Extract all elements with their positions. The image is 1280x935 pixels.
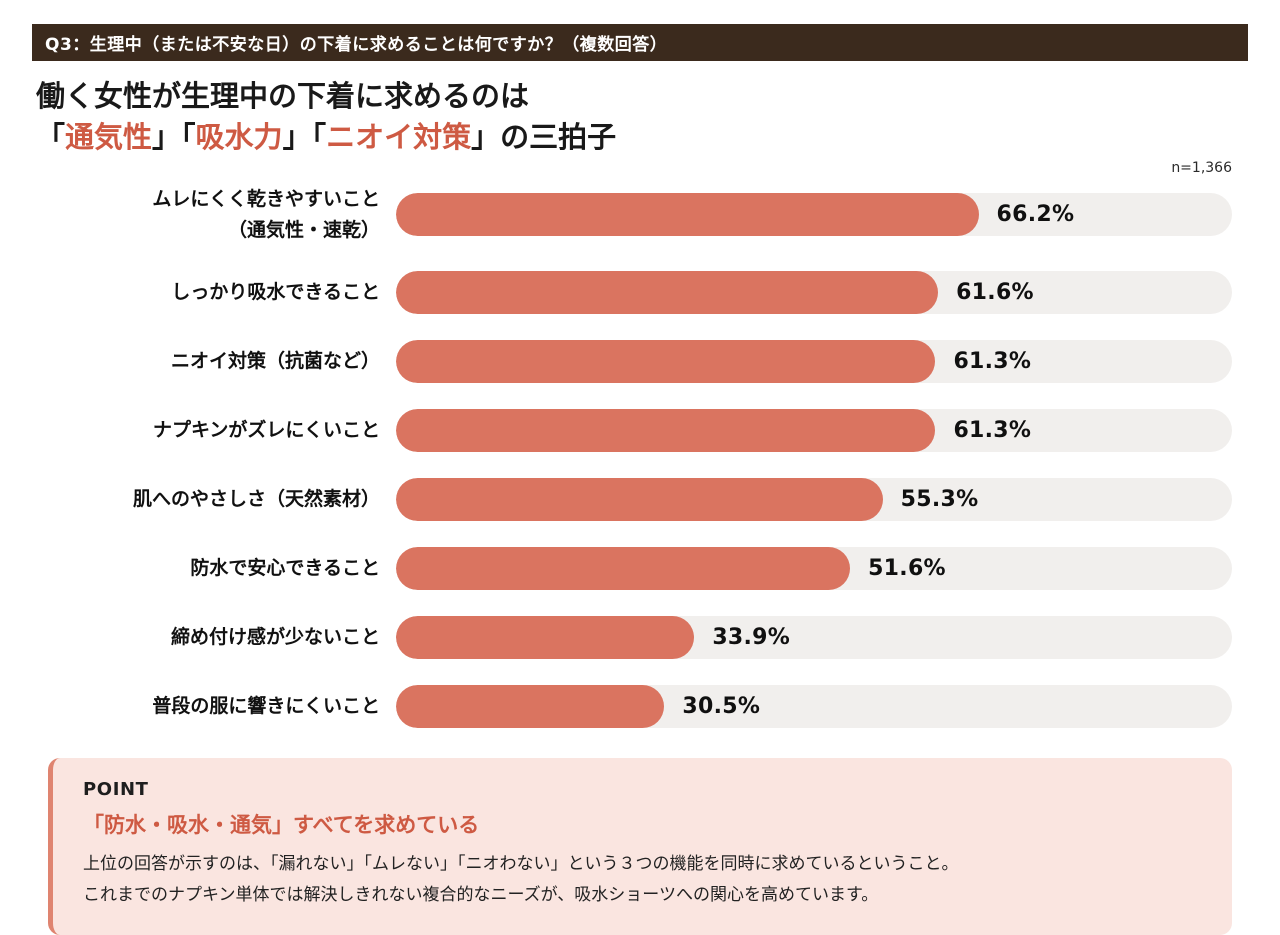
bar-value-label: 51.6% <box>868 556 946 582</box>
page-title: 働く女性が生理中の下着に求めるのは 「通気性」「吸水力」「ニオイ対策」の三拍子 <box>36 76 1244 158</box>
bar-track: 61.6% <box>396 271 1232 315</box>
bar-rows: ムレにくく乾きやすいこと （通気性・速乾） 66.2% しっかり吸水できること 61.… <box>32 184 1232 729</box>
bar <box>396 616 695 660</box>
title-line2: 「通気性」「吸水力」「ニオイ対策」の三拍子 <box>36 117 1244 158</box>
bar-value-label: 61.3% <box>953 349 1032 375</box>
bar-chart: ムレにくく乾きやすいこと （通気性・速乾） 66.2% しっかり吸水できること 61.… <box>32 184 1232 729</box>
bar-category-label: ナプキンがズレにくいこと <box>152 419 380 442</box>
point-body-line: 上位の回答が示すのは、「漏れない」「ムレない」「ニオわない」という３つの機能を同… <box>83 854 959 875</box>
title-part: 」「 <box>152 120 196 155</box>
sample-size-note: n=1,366 <box>1171 160 1232 177</box>
bar <box>396 193 979 237</box>
bar-category-label: しっかり吸水できること <box>171 281 380 304</box>
title-part-accent: ニオイ対策 <box>326 120 472 155</box>
point-body-line: これまでのナプキン単体では解決しきれない複合的なニーズが、吸水ショーツへの関心を… <box>83 885 879 906</box>
bar-value-label: 61.3% <box>953 418 1032 444</box>
title-part-accent: 通気性 <box>65 120 153 155</box>
bar <box>396 409 936 453</box>
question-text: Q3：生理中（または不安な日）の下着に求めることは何ですか？（複数回答） <box>45 35 668 55</box>
point-heading: 「防水・吸水・通気」すべてを求めている <box>83 813 480 838</box>
bar-track: 61.3% <box>396 409 1232 453</box>
bar-track: 61.3% <box>396 340 1232 384</box>
question-header-bar: Q3：生理中（または不安な日）の下着に求めることは何ですか？（複数回答） <box>32 24 1248 61</box>
bar-category-label: 肌へのやさしさ（天然素材） <box>132 488 380 511</box>
point-body: 上位の回答が示すのは、「漏れない」「ムレない」「ニオわない」という３つの機能を同… <box>83 849 1202 911</box>
bar-track: 55.3% <box>396 478 1232 522</box>
bar-row: しっかり吸水できること 61.6% <box>32 271 1232 315</box>
bar-value-label: 30.5% <box>682 694 761 720</box>
bar-category-label: 締め付け感が少ないこと <box>170 626 380 649</box>
bar-value-label: 33.9% <box>712 625 791 651</box>
title-part: 」「 <box>282 120 327 155</box>
bar-category-label: 普段の服に響きにくいこと <box>152 695 380 718</box>
point-box: POINT 「防水・吸水・通気」すべてを求めている 上位の回答が示すのは、「漏れ… <box>48 758 1232 935</box>
bar-row: ナプキンがズレにくいこと 61.3% <box>32 409 1232 453</box>
bar-row: 締め付け感が少ないこと 33.9% <box>32 616 1232 660</box>
bar-category-label: ムレにくく乾きやすいこと （通気性・速乾） <box>152 188 380 241</box>
title-part: 」の三拍子 <box>471 120 617 155</box>
bar-value-label: 66.2% <box>996 202 1075 228</box>
bar-track: 51.6% <box>396 547 1232 591</box>
bar-category-label: 防水で安心できること <box>190 557 380 580</box>
bar-track: 66.2% <box>396 193 1232 237</box>
bar <box>396 478 883 522</box>
point-label: POINT <box>83 779 149 801</box>
bar-value-label: 55.3% <box>900 487 979 513</box>
bar-track: 30.5% <box>396 685 1232 729</box>
title-part: 「 <box>36 120 66 155</box>
bar-row: 普段の服に響きにくいこと 30.5% <box>32 685 1232 729</box>
title-part-accent: 吸水力 <box>195 120 283 155</box>
bar-row: 肌へのやさしさ（天然素材） 55.3% <box>32 478 1232 522</box>
bar-row: 防水で安心できること 51.6% <box>32 547 1232 591</box>
bar-category-label: ニオイ対策（抗菌など） <box>170 350 380 373</box>
bar <box>396 271 939 315</box>
bar-value-label: 61.6% <box>956 280 1034 306</box>
bar <box>396 340 936 384</box>
bar-row: ムレにくく乾きやすいこと （通気性・速乾） 66.2% <box>32 184 1232 245</box>
title-line1: 働く女性が生理中の下着に求めるのは <box>36 79 530 113</box>
bar-track: 33.9% <box>396 616 1232 660</box>
bar <box>396 685 665 729</box>
bar <box>396 547 851 591</box>
bar-row: ニオイ対策（抗菌など） 61.3% <box>32 340 1232 384</box>
